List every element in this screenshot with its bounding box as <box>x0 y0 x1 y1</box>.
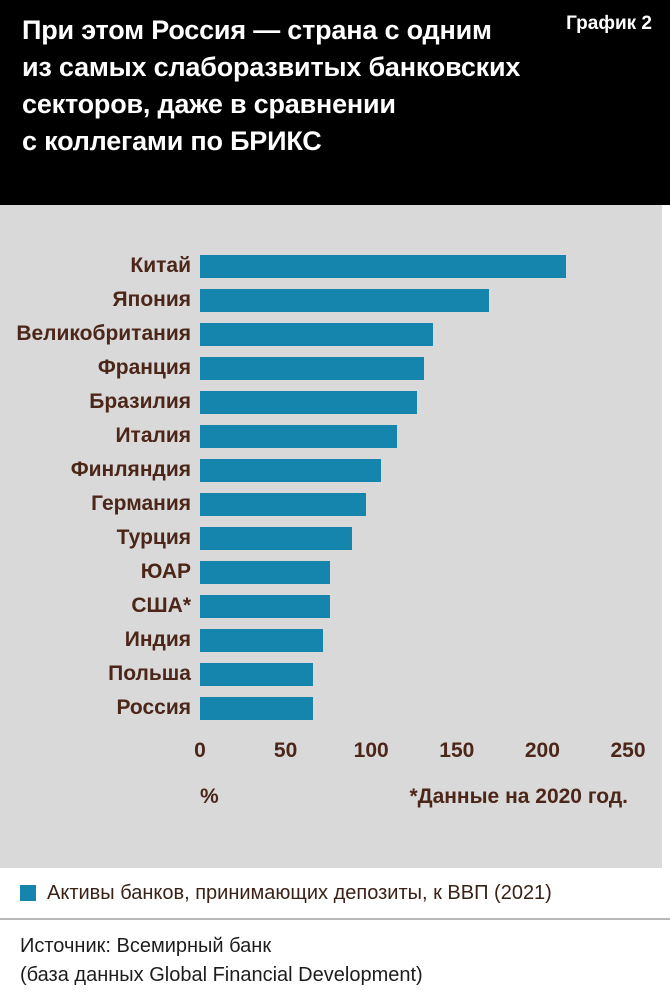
bar <box>200 424 397 448</box>
chart-row: Финляндия <box>8 453 628 487</box>
category-label: Китай <box>130 254 191 277</box>
category-label: Великобритания <box>16 322 191 345</box>
chart-rows: Китай Япония Великобритания Франция Браз… <box>8 249 628 725</box>
x-tick: 150 <box>439 739 475 762</box>
category-label: Польша <box>108 662 191 685</box>
category-label: США* <box>131 594 191 617</box>
source-line-2: (база данных Global Financial Developmen… <box>20 964 423 986</box>
chart-row: Германия <box>8 487 628 521</box>
x-tick: 50 <box>273 739 298 762</box>
chart-row: Бразилия <box>8 385 628 419</box>
bar-chart: Китай Япония Великобритания Франция Браз… <box>0 205 662 868</box>
axis-subrow: % *Данные на 2020 год. <box>200 785 628 809</box>
bar <box>200 526 353 550</box>
x-tick: 100 <box>353 739 389 762</box>
legend-label: Активы банков, принимающих депозиты, к В… <box>47 881 552 904</box>
chart-row: Турция <box>8 521 628 555</box>
x-tick: 0 <box>194 739 206 762</box>
bar <box>200 594 331 618</box>
chart-row: Италия <box>8 419 628 453</box>
chart-row: ЮАР <box>8 555 628 589</box>
category-label: Бразилия <box>89 390 191 413</box>
category-label: Финляндия <box>70 458 191 481</box>
chart-row: Япония <box>8 283 628 317</box>
bar <box>200 492 367 516</box>
category-label: Германия <box>91 492 191 515</box>
chart-row: Индия <box>8 623 628 657</box>
x-axis-unit: % <box>200 785 219 808</box>
bar <box>200 628 324 652</box>
bar <box>200 662 313 686</box>
legend-swatch <box>20 885 36 901</box>
category-label: Франция <box>97 356 191 379</box>
category-label: Италия <box>115 424 191 447</box>
bar <box>200 696 313 720</box>
chart-row: Россия <box>8 691 628 725</box>
bar <box>200 356 425 380</box>
category-label: Индия <box>124 628 191 651</box>
category-label: ЮАР <box>140 560 191 583</box>
bar <box>200 560 331 584</box>
chart-row: Китай <box>8 249 628 283</box>
category-label: Россия <box>116 696 191 719</box>
bar <box>200 288 490 312</box>
category-label: Япония <box>112 288 191 311</box>
chart-row: Франция <box>8 351 628 385</box>
chart-row: Польша <box>8 657 628 691</box>
chart-row: США* <box>8 589 628 623</box>
bar <box>200 254 567 278</box>
footnote: *Данные на 2020 год. <box>409 785 628 808</box>
x-axis: 0 50 100 150 200 250 <box>194 735 645 769</box>
source-block: Источник: Всемирный банк (база данных Gl… <box>0 918 670 990</box>
chart-number-tag: График 2 <box>566 13 652 34</box>
category-label: Турция <box>116 526 191 549</box>
chart-header: При этом Россия — страна с одним из самы… <box>0 0 670 205</box>
bar <box>200 322 433 346</box>
bar <box>200 458 382 482</box>
source-line-1: Источник: Всемирный банк <box>20 935 272 957</box>
bar <box>200 390 418 414</box>
legend: Активы банков, принимающих депозиты, к В… <box>0 868 670 918</box>
chart-row: Великобритания <box>8 317 628 351</box>
x-tick: 200 <box>524 739 560 762</box>
x-tick: 250 <box>610 739 646 762</box>
chart-title: При этом Россия — страна с одним из самы… <box>22 15 521 156</box>
